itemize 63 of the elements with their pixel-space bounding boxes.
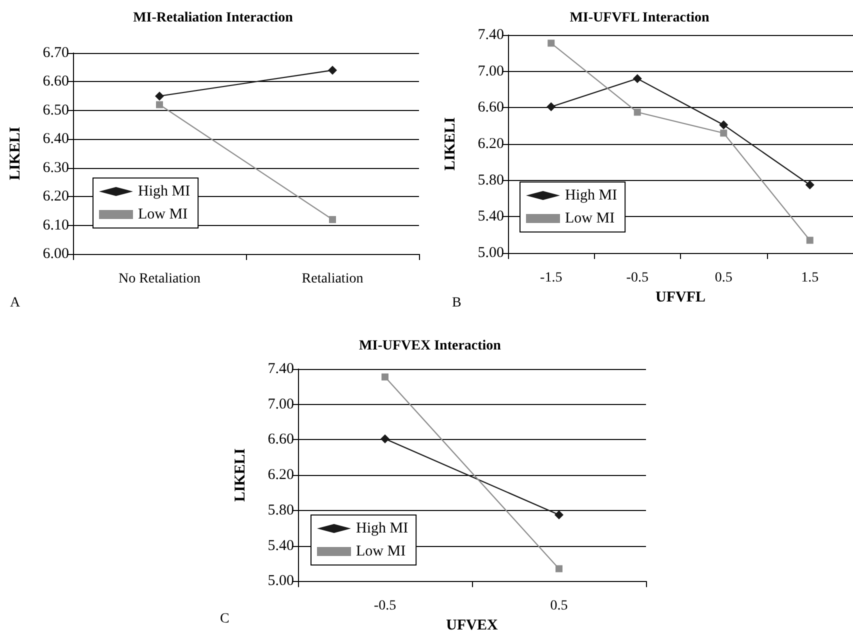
- chart-title: MI-Retaliation Interaction: [133, 10, 294, 26]
- chart-title: MI-UFVFL Interaction: [570, 10, 710, 26]
- point: [554, 510, 564, 520]
- point: [382, 373, 388, 380]
- y-tick-label: 7.00: [268, 396, 294, 412]
- x-axis-title: UFVEX: [446, 618, 498, 634]
- point: [556, 565, 562, 572]
- x-tick-label: 0.5: [714, 270, 732, 286]
- x-axis-title: UFVFL: [656, 289, 706, 306]
- legend-label: Low MI: [565, 210, 615, 226]
- legend-label: High MI: [356, 520, 408, 536]
- legend-label: Low MI: [356, 544, 406, 560]
- point: [719, 120, 728, 130]
- point: [328, 66, 337, 75]
- y-tick-label: 6.70: [42, 45, 69, 61]
- y-tick-label: 5.80: [478, 172, 504, 188]
- text: A: [10, 296, 21, 310]
- y-tick-label: 6.40: [42, 131, 69, 148]
- point: [155, 92, 164, 101]
- point: [806, 236, 814, 244]
- x-tick-label: Retaliation: [302, 272, 364, 286]
- x-tick-label: -0.5: [626, 270, 648, 286]
- chart-title: MI-UFVEX Interaction: [359, 338, 502, 354]
- x-tick-label: -0.5: [374, 598, 396, 614]
- legend-label: Low MI: [138, 206, 188, 222]
- legend-label: High MI: [138, 184, 190, 200]
- y-tick-label: 7.40: [268, 361, 294, 377]
- point: [329, 216, 336, 224]
- y-axis-title: LIKELI: [442, 117, 458, 171]
- legend-label: High MI: [565, 188, 618, 204]
- point: [546, 102, 556, 112]
- y-tick-label: 6.20: [268, 467, 294, 484]
- y-tick-label: 6.10: [42, 217, 69, 234]
- point: [634, 108, 641, 116]
- x-tick-label: 0.5: [550, 598, 568, 614]
- point: [380, 434, 390, 444]
- y-tick-label: 6.60: [42, 74, 69, 90]
- y-tick-label: 6.60: [478, 100, 504, 116]
- y-tick-label: 6.30: [42, 160, 69, 176]
- x-tick-label: No Retaliation: [118, 272, 201, 286]
- y-tick-label: 6.20: [478, 136, 504, 152]
- x-tick-label: -1.5: [540, 270, 562, 286]
- x-tick-label: 1.5: [801, 270, 819, 286]
- y-tick-label: 6.60: [268, 432, 294, 448]
- y-tick-label: 6.20: [42, 188, 69, 205]
- y-tick-label: 6.00: [42, 246, 69, 262]
- point: [632, 74, 642, 84]
- text: C: [220, 612, 230, 626]
- y-axis-title: LIKELI: [8, 126, 24, 180]
- point: [720, 130, 728, 137]
- y-tick-label: 5.40: [268, 538, 294, 554]
- y-tick-label: 7.40: [478, 27, 504, 43]
- y-tick-label: 7.00: [478, 63, 504, 80]
- y-tick-label: 5.80: [268, 502, 294, 518]
- point: [805, 180, 814, 190]
- y-axis-title: LIKELI: [232, 448, 248, 502]
- y-tick-label: 5.40: [478, 208, 504, 225]
- text: B: [452, 296, 462, 310]
- point: [548, 40, 555, 47]
- point: [156, 101, 163, 108]
- y-tick-label: 5.00: [478, 245, 504, 261]
- y-tick-label: 6.50: [42, 102, 69, 118]
- y-tick-label: 5.00: [268, 573, 294, 590]
